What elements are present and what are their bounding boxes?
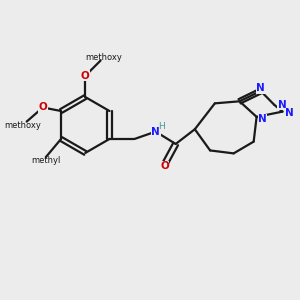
Text: H: H <box>158 122 165 131</box>
Text: O: O <box>81 71 90 81</box>
Text: N: N <box>151 127 160 136</box>
Text: methoxy: methoxy <box>5 121 41 130</box>
Text: N: N <box>285 108 294 118</box>
Text: methoxy: methoxy <box>86 53 122 62</box>
Text: O: O <box>38 103 47 112</box>
Text: N: N <box>256 83 265 93</box>
Text: O: O <box>160 161 169 171</box>
Text: N: N <box>258 114 267 124</box>
Text: methyl: methyl <box>31 156 61 165</box>
Text: N: N <box>278 100 286 110</box>
